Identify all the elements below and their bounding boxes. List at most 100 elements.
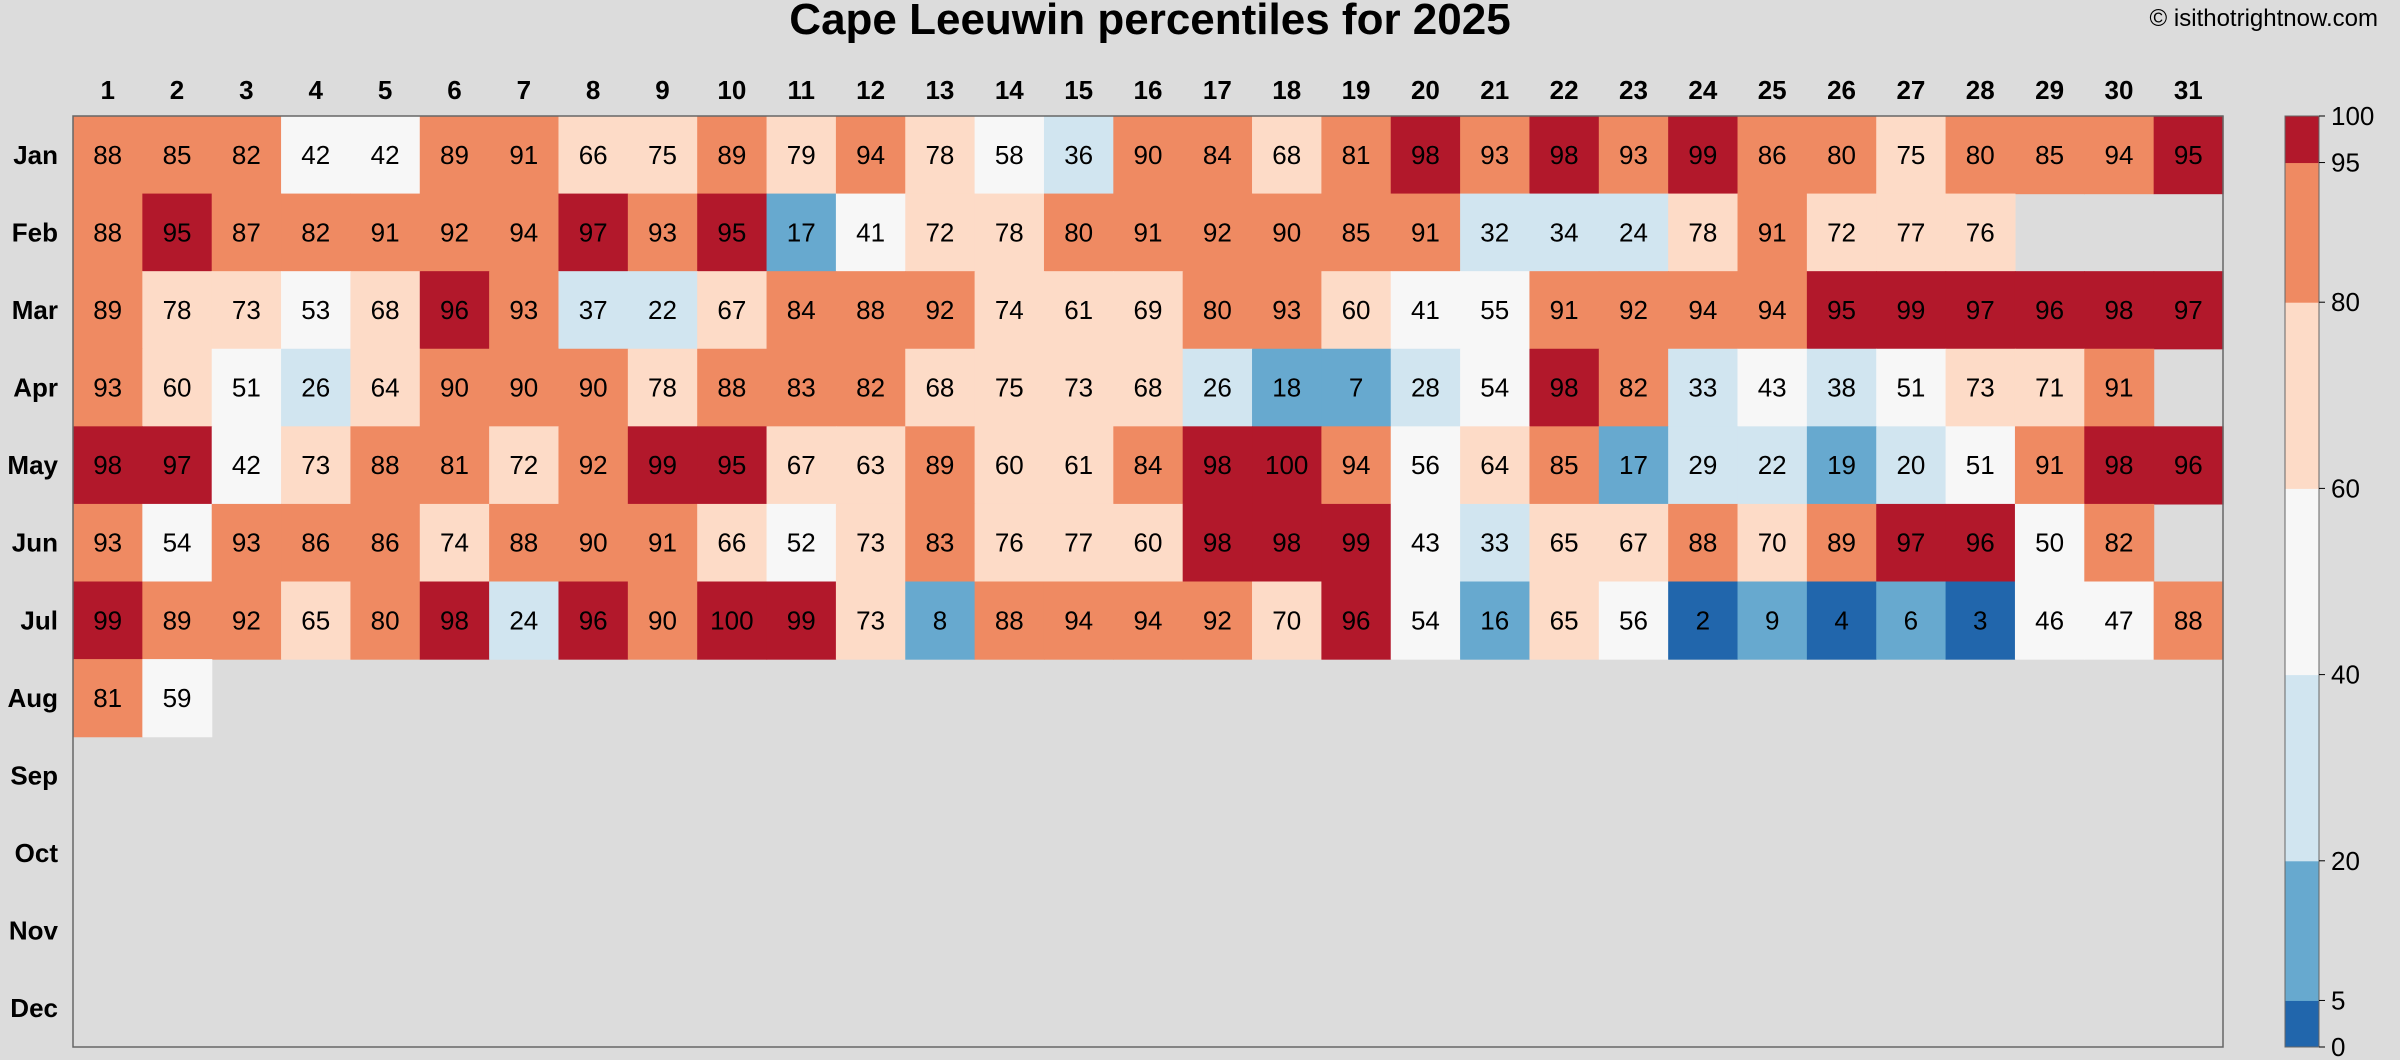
cell-value-label: 76 bbox=[995, 528, 1024, 558]
day-tick-label: 15 bbox=[1064, 75, 1093, 105]
heatmap-cell bbox=[1182, 581, 1253, 660]
heatmap-cell bbox=[73, 193, 143, 272]
cell-value-label: 82 bbox=[1619, 373, 1648, 403]
heatmap-cell bbox=[627, 116, 698, 195]
cell-value-label: 89 bbox=[1827, 528, 1856, 558]
colorbar-segment bbox=[2285, 302, 2319, 489]
cell-value-label: 68 bbox=[1134, 373, 1163, 403]
heatmap-cell bbox=[627, 581, 698, 660]
cell-value-label: 67 bbox=[717, 295, 746, 325]
cell-value-label: 91 bbox=[1758, 217, 1787, 247]
heatmap-cell bbox=[1876, 348, 1947, 427]
cell-value-label: 73 bbox=[1966, 373, 1995, 403]
cell-value-label: 33 bbox=[1688, 373, 1717, 403]
cell-value-label: 78 bbox=[163, 295, 192, 325]
cell-value-label: 60 bbox=[1134, 528, 1163, 558]
month-tick-label: Feb bbox=[12, 217, 58, 247]
cell-value-label: 24 bbox=[509, 605, 538, 635]
heatmap-cell bbox=[627, 503, 698, 583]
heatmap-cell bbox=[835, 271, 906, 350]
cell-value-label: 97 bbox=[1966, 295, 1995, 325]
heatmap-cell bbox=[73, 503, 143, 583]
day-tick-label: 18 bbox=[1272, 75, 1301, 105]
heatmap-cell bbox=[974, 271, 1045, 350]
cell-value-label: 75 bbox=[648, 140, 677, 170]
heatmap-cell bbox=[2153, 426, 2224, 505]
cell-value-label: 93 bbox=[232, 528, 261, 558]
heatmap-cell bbox=[1182, 426, 1253, 505]
heatmap-cell bbox=[2084, 426, 2155, 505]
heatmap-cell bbox=[419, 503, 490, 583]
heatmap-cell bbox=[2084, 581, 2155, 660]
heatmap-cell-labels: 88 85 82 42 42 89 91 66 75 89 79 94 78 58 36 90 84 68 81 98… bbox=[93, 140, 2203, 713]
heatmap-cell bbox=[281, 503, 352, 583]
heatmap-cell bbox=[281, 581, 352, 660]
heatmap-cell bbox=[419, 116, 490, 195]
cell-value-label: 98 bbox=[1550, 140, 1579, 170]
heatmap-cell bbox=[1321, 348, 1392, 427]
heatmap-cell bbox=[1390, 193, 1461, 272]
heatmap-cell bbox=[1876, 503, 1947, 583]
heatmap-cell bbox=[2153, 581, 2224, 660]
heatmap-cell bbox=[558, 193, 629, 272]
month-tick-label: Dec bbox=[10, 993, 58, 1023]
cell-value-label: 41 bbox=[1411, 295, 1440, 325]
cell-value-label: 26 bbox=[1203, 373, 1232, 403]
cell-value-label: 99 bbox=[787, 605, 816, 635]
cell-value-label: 80 bbox=[1827, 140, 1856, 170]
cell-value-label: 94 bbox=[1758, 295, 1787, 325]
heatmap-cell bbox=[1529, 581, 1600, 660]
cell-value-label: 60 bbox=[1342, 295, 1371, 325]
cell-value-label: 94 bbox=[1064, 605, 1093, 635]
heatmap-cell bbox=[1598, 426, 1669, 505]
cell-value-label: 17 bbox=[787, 217, 816, 247]
heatmap-cell bbox=[1945, 426, 2016, 505]
cell-value-label: 78 bbox=[925, 140, 954, 170]
cell-value-label: 82 bbox=[232, 140, 261, 170]
heatmap-cell bbox=[142, 193, 213, 272]
heatmap-cell bbox=[1043, 271, 1114, 350]
heatmap-cell bbox=[73, 659, 143, 738]
cell-value-label: 22 bbox=[1758, 450, 1787, 480]
cell-value-label: 56 bbox=[1619, 605, 1648, 635]
cell-value-label: 96 bbox=[440, 295, 469, 325]
cell-value-label: 77 bbox=[1896, 217, 1925, 247]
cell-value-label: 99 bbox=[1896, 295, 1925, 325]
heatmap-cell bbox=[211, 348, 282, 427]
heatmap-cell bbox=[974, 116, 1045, 195]
cell-value-label: 86 bbox=[301, 528, 330, 558]
heatmap-cell bbox=[1321, 503, 1392, 583]
cell-value-label: 85 bbox=[2035, 140, 2064, 170]
month-tick-label: May bbox=[7, 450, 58, 480]
cell-value-label: 73 bbox=[1064, 373, 1093, 403]
cell-value-label: 89 bbox=[440, 140, 469, 170]
cell-value-label: 90 bbox=[648, 605, 677, 635]
cell-value-label: 46 bbox=[2035, 605, 2064, 635]
heatmap-cell bbox=[1460, 116, 1531, 195]
day-tick-label: 14 bbox=[995, 75, 1024, 105]
cell-value-label: 89 bbox=[925, 450, 954, 480]
heatmap-cell bbox=[1043, 426, 1114, 505]
heatmap-cell bbox=[211, 116, 282, 195]
month-tick-label: Jul bbox=[20, 605, 58, 635]
heatmap-cell bbox=[1668, 348, 1739, 427]
cell-value-label: 19 bbox=[1827, 450, 1856, 480]
heatmap-cell bbox=[1113, 426, 1184, 505]
heatmap-cell bbox=[766, 193, 837, 272]
cell-value-label: 81 bbox=[93, 683, 122, 713]
heatmap-cell bbox=[1806, 503, 1877, 583]
heatmap-cell bbox=[211, 503, 282, 583]
heatmap-cell bbox=[1806, 271, 1877, 350]
heatmap-cell bbox=[1945, 348, 2016, 427]
heatmap-cell bbox=[1321, 426, 1392, 505]
heatmap-cell bbox=[2014, 581, 2085, 660]
heatmap-cell bbox=[697, 116, 768, 195]
cell-value-label: 65 bbox=[301, 605, 330, 635]
cell-value-label: 88 bbox=[93, 217, 122, 247]
cell-value-label: 4 bbox=[1834, 605, 1848, 635]
cell-value-label: 92 bbox=[1203, 605, 1232, 635]
cell-value-label: 42 bbox=[232, 450, 261, 480]
day-tick-label: 1 bbox=[100, 75, 114, 105]
cell-value-label: 96 bbox=[2174, 450, 2203, 480]
heatmap-cell bbox=[1945, 581, 2016, 660]
